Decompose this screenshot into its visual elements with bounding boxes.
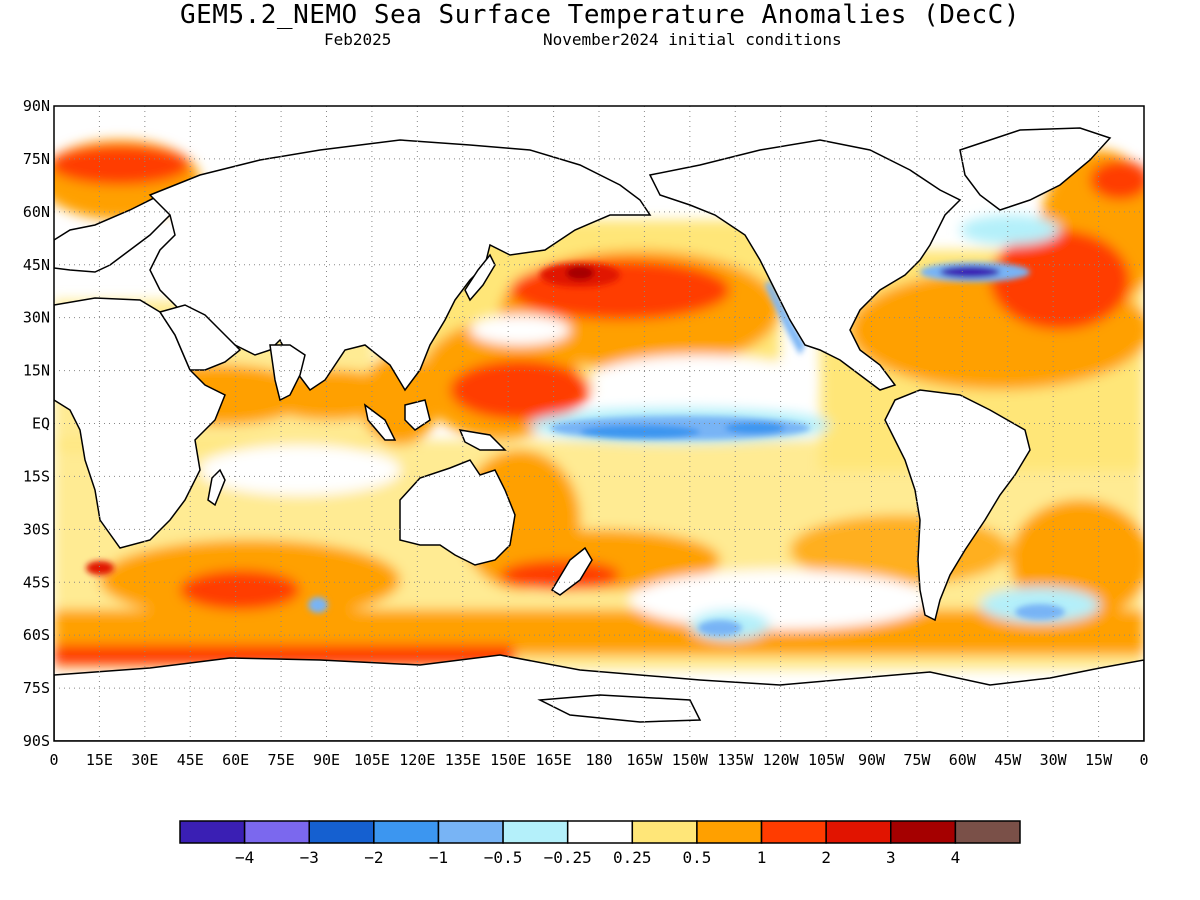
colorbar-tick-label: 1: [757, 848, 767, 867]
europe-landmass: [54, 188, 176, 273]
lon-tick-label: 15E: [86, 751, 113, 769]
lon-tick-label: 60E: [222, 751, 249, 769]
colorbar-tick-label: −0.25: [544, 848, 592, 867]
initial-conditions-label: November2024 initial conditions: [543, 30, 842, 49]
lon-tick-label: 165E: [536, 751, 572, 769]
colorbar-swatch: [179, 820, 246, 844]
lat-tick-label: 30S: [23, 520, 50, 538]
colorbar-swatch: [566, 820, 634, 844]
map-title: GEM5.2_NEMO Sea Surface Temperature Anom…: [180, 0, 1020, 30]
colorbar-tick-label: −0.5: [484, 848, 523, 867]
lon-tick-label: 60W: [949, 751, 977, 769]
lon-tick-label: 45W: [994, 751, 1022, 769]
lon-tick-label: 135W: [717, 751, 754, 769]
lon-tick-label: 150E: [490, 751, 526, 769]
antarctic-peninsula: [537, 694, 702, 723]
latitude-axis: 90N 75N 60N 45N 30N 15N EQ 15S 30S 45S 60S 75S 90S: [23, 97, 50, 750]
lat-tick-label: 60S: [23, 626, 50, 644]
colorbar-tick-label: −3: [300, 848, 319, 867]
lat-tick-label: 90S: [23, 732, 50, 750]
lon-tick-label: 0: [1139, 751, 1148, 769]
lon-tick-label: 90W: [858, 751, 886, 769]
lon-tick-label: 180: [585, 751, 612, 769]
colorbar-swatch: [502, 820, 569, 844]
lon-tick-label: 90E: [313, 751, 340, 769]
longitude-axis: 0 15E 30E 45E 60E 75E 90E 105E 120E 135E 150E 165E 1…: [49, 751, 1148, 769]
colorbar-tick-label: −4: [235, 848, 254, 867]
forecast-month: Feb2025: [324, 30, 392, 49]
lon-tick-label: 165W: [626, 751, 663, 769]
new-guinea: [458, 429, 507, 451]
colorbar-swatch: [696, 820, 763, 844]
lat-tick-label: 45N: [23, 256, 50, 274]
grid-lines: [54, 106, 1144, 741]
colorbar-swatch: [373, 820, 440, 844]
lon-tick-label: 135E: [445, 751, 481, 769]
lat-tick-label: 75N: [23, 150, 50, 168]
colorbar-tick-label: 2: [821, 848, 831, 867]
lat-tick-label: 90N: [23, 97, 50, 115]
colorbar: [179, 820, 1021, 844]
colorbar-swatch: [954, 820, 1021, 844]
lon-tick-label: 75W: [903, 751, 931, 769]
lat-tick-label: 75S: [23, 679, 50, 697]
india: [269, 344, 306, 402]
australia-landmass: [399, 459, 516, 566]
colorbar-swatch: [631, 820, 698, 844]
colorbar-tick-label: −1: [429, 848, 448, 867]
lon-tick-label: 45E: [177, 751, 204, 769]
colorbar-tick-label: 0.25: [613, 848, 652, 867]
lon-tick-label: 120W: [763, 751, 800, 769]
lat-tick-label: 60N: [23, 203, 50, 221]
colorbar-tick-label: 4: [951, 848, 961, 867]
sumatra: [363, 403, 397, 441]
colorbar-swatch: [760, 820, 827, 844]
madagascar: [207, 468, 226, 507]
lon-tick-label: 120E: [399, 751, 435, 769]
arabian-peninsula: [158, 304, 242, 371]
lat-tick-label: 30N: [23, 309, 50, 327]
lat-tick-label: 45S: [23, 573, 50, 591]
new-zealand: [550, 546, 593, 596]
south-america-landmass: [884, 389, 1031, 622]
lon-tick-label: 0: [49, 751, 58, 769]
lon-tick-label: 105W: [808, 751, 845, 769]
lat-tick-label: 15S: [23, 467, 50, 485]
lon-tick-label: 105E: [354, 751, 390, 769]
lat-tick-label: EQ: [32, 415, 50, 433]
colorbar-tick-label: 3: [886, 848, 896, 867]
colorbar-swatch: [308, 820, 375, 844]
greenland: [959, 127, 1112, 211]
lon-tick-label: 75E: [268, 751, 295, 769]
colorbar-tick-label: 0.5: [682, 848, 711, 867]
lat-tick-label: 15N: [23, 362, 50, 380]
colorbar-swatch: [825, 820, 892, 844]
colorbar-swatch: [437, 820, 504, 844]
colorbar-labels: −4 −3 −2 −1 −0.5 −0.25 0.25 0.5 1 2 3 4: [235, 848, 960, 867]
lon-tick-label: 150W: [672, 751, 709, 769]
lon-tick-label: 15W: [1085, 751, 1113, 769]
colorbar-swatch: [890, 820, 957, 844]
plot-frame: [53, 105, 1145, 742]
borneo: [404, 399, 431, 431]
colorbar-swatch: [243, 820, 310, 844]
colorbar-tick-label: −2: [364, 848, 383, 867]
lon-tick-label: 30W: [1040, 751, 1068, 769]
lon-tick-label: 30E: [131, 751, 158, 769]
